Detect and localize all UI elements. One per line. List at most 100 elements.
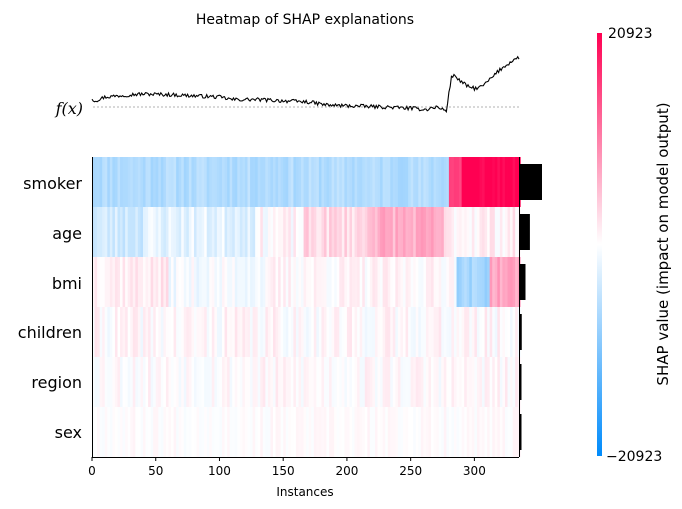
heatmap-cell [265, 257, 269, 307]
heatmap-cell [148, 307, 152, 357]
heatmap-cell [183, 157, 187, 207]
heatmap-cell [354, 157, 358, 207]
heatmap-cell [267, 357, 271, 407]
heatmap-cell [275, 257, 279, 307]
heatmap-cell [97, 257, 101, 307]
heatmap-cell [390, 257, 394, 307]
heatmap-cell [403, 257, 406, 307]
heatmap-cell [408, 307, 412, 357]
heatmap-cell [183, 257, 187, 307]
heatmap-cell [410, 307, 414, 357]
heatmap-cell [446, 357, 450, 407]
heatmap-cell [403, 157, 406, 207]
heatmap-cell [165, 307, 169, 357]
heatmap-cell [413, 407, 417, 457]
heatmap-cell [229, 407, 233, 457]
heatmap-cell [377, 157, 381, 207]
heatmap-cell [176, 157, 180, 207]
heatmap-cell [301, 307, 304, 357]
heatmap-cell [367, 307, 371, 357]
heatmap-cell [188, 307, 192, 357]
heatmap-cell [446, 407, 450, 457]
heatmap-cell [301, 157, 304, 207]
heatmap-cell [224, 357, 228, 407]
heatmap-cell [204, 207, 208, 257]
heatmap-cell [109, 357, 113, 407]
heatmap-cell [482, 207, 485, 257]
x-tick-label: 50 [148, 464, 163, 478]
heatmap-cell [344, 207, 348, 257]
heatmap-cell [303, 257, 307, 307]
heatmap-cell [339, 407, 343, 457]
heatmap-cell [242, 207, 246, 257]
heatmap-cell [173, 407, 177, 457]
heatmap-cell [178, 357, 182, 407]
heatmap-cell [288, 157, 292, 207]
heatmap-cell [257, 357, 261, 407]
heatmap-cell [239, 357, 243, 407]
heatmap-cell [280, 307, 284, 357]
heatmap-cell [484, 207, 488, 257]
heatmap-cell [515, 357, 519, 407]
heatmap-cell [102, 357, 106, 407]
heatmap-cell [188, 357, 192, 407]
heatmap-cell [267, 407, 271, 457]
heatmap-cell [359, 207, 363, 257]
heatmap-cell [487, 357, 491, 407]
heatmap-cell [428, 407, 432, 457]
heatmap-cell [397, 357, 401, 407]
heatmap-cell [502, 307, 506, 357]
heatmap-cell [265, 307, 269, 357]
heatmap-cell [346, 407, 350, 457]
heatmap-cell [122, 157, 126, 207]
heatmap-cell [227, 407, 231, 457]
heatmap-cell [420, 407, 424, 457]
heatmap-cell [357, 307, 361, 357]
heatmap-cell [267, 157, 271, 207]
heatmap-cell [257, 207, 261, 257]
heatmap-cell [224, 257, 228, 307]
heatmap-cell [418, 207, 422, 257]
heatmap-cell [390, 307, 394, 357]
heatmap-cell [436, 257, 440, 307]
heatmap-cell [380, 257, 384, 307]
heatmap-cell [323, 157, 327, 207]
heatmap-cell [334, 307, 338, 357]
heatmap-cell [497, 357, 501, 407]
heatmap-cell [510, 207, 514, 257]
heatmap-rows [92, 157, 521, 457]
heatmap-cell [339, 207, 343, 257]
heatmap-cell [410, 357, 414, 407]
heatmap-cell [209, 257, 213, 307]
heatmap-cell [122, 357, 126, 407]
heatmap-cell [431, 257, 434, 307]
heatmap-cell [278, 357, 282, 407]
heatmap-cell [132, 357, 136, 407]
heatmap-cell [352, 407, 355, 457]
heatmap-cell [423, 207, 427, 257]
heatmap-cell [515, 207, 519, 257]
heatmap-cell [510, 307, 514, 357]
heatmap-cell [512, 157, 516, 207]
heatmap-cell [288, 307, 292, 357]
heatmap-cell [242, 307, 246, 357]
heatmap-cell [349, 157, 353, 207]
heatmap-cell [160, 257, 164, 307]
heatmap-cell [252, 207, 256, 257]
heatmap-cell [234, 157, 238, 207]
heatmap-cell [352, 207, 355, 257]
heatmap-cell [311, 357, 315, 407]
heatmap-cell [181, 307, 185, 357]
heatmap-cell [112, 407, 116, 457]
heatmap-cell [176, 207, 180, 257]
heatmap-cell [135, 257, 139, 307]
heatmap-cell [275, 157, 279, 207]
heatmap-cell [120, 357, 123, 407]
heatmap-cell [130, 407, 134, 457]
heatmap-cell [135, 357, 139, 407]
heatmap-cell [329, 357, 333, 407]
heatmap-cell [165, 407, 169, 457]
heatmap-cell [171, 407, 174, 457]
heatmap-cell [479, 407, 483, 457]
heatmap-cell [489, 207, 493, 257]
